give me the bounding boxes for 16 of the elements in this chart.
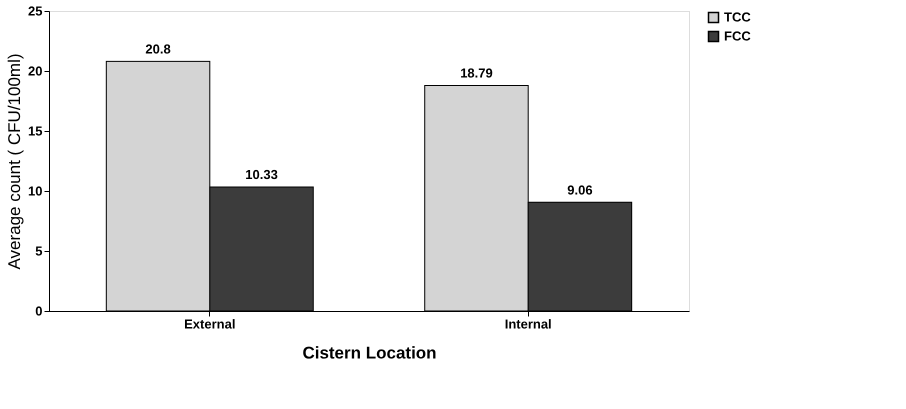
data-label: 10.33 xyxy=(245,167,278,182)
x-axis-title: Cistern Location xyxy=(302,344,437,362)
x-tick-label: Internal xyxy=(504,316,552,332)
y-tick-label: 5 xyxy=(35,244,42,258)
x-tick-label: External xyxy=(184,316,236,332)
y-tick-label: 0 xyxy=(35,304,42,318)
legend-label: FCC xyxy=(724,28,752,44)
data-label: 20.8 xyxy=(145,41,171,56)
y-tick-label: 15 xyxy=(28,124,42,138)
legend-label: TCC xyxy=(724,10,752,24)
data-label: 18.79 xyxy=(460,66,493,81)
y-axis-title: Average count ( CFU/100ml) xyxy=(5,53,24,270)
y-tick-label: 10 xyxy=(28,184,42,198)
y-tick-label: 25 xyxy=(28,4,42,18)
y-tick-label: 20 xyxy=(28,64,42,78)
data-label: 9.06 xyxy=(567,182,593,198)
